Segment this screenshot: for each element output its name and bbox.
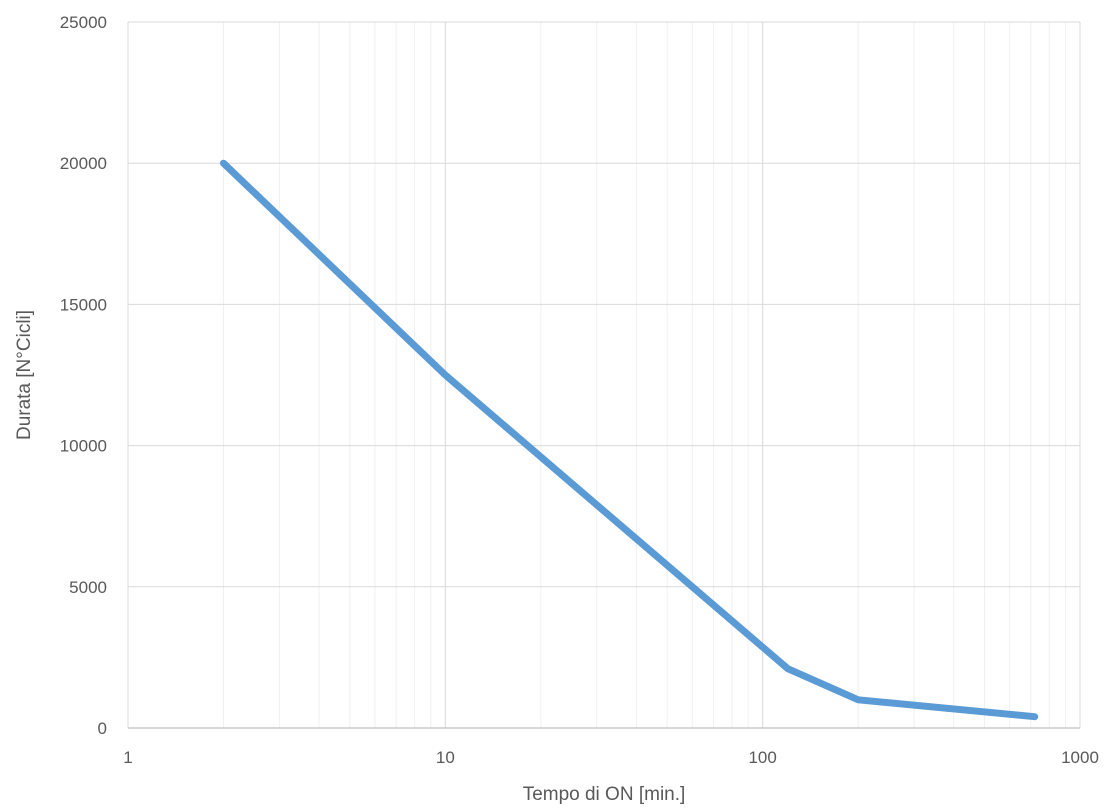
y-axis-title: Durata [N°Cicli] — [14, 310, 35, 440]
series-layer — [220, 159, 1039, 721]
series-line — [220, 159, 1039, 721]
x-tick-label: 1000 — [1061, 748, 1099, 767]
x-axis-title: Tempo di ON [min.] — [523, 784, 686, 805]
y-tick-label: 10000 — [60, 437, 107, 456]
y-tick-label: 20000 — [60, 154, 107, 173]
grid — [127, 21, 1081, 729]
y-tick-label: 15000 — [60, 295, 107, 314]
y-tick-label: 0 — [98, 719, 107, 738]
y-tick-label: 25000 — [60, 13, 107, 32]
x-tick-label: 1 — [123, 748, 132, 767]
x-tick-label: 100 — [748, 748, 776, 767]
x-tick-label: 10 — [436, 748, 455, 767]
y-tick-label: 5000 — [69, 578, 107, 597]
